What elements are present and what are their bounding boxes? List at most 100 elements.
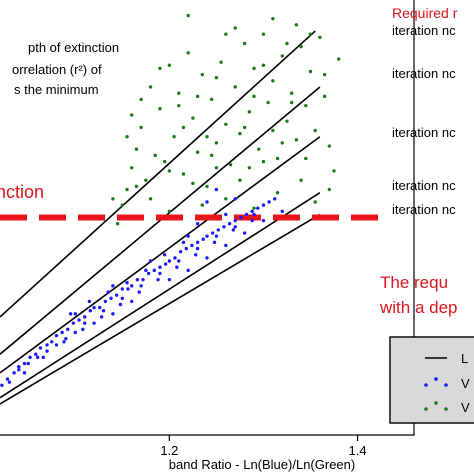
blue-point-102 bbox=[111, 312, 115, 316]
green-point-14 bbox=[181, 172, 186, 176]
regression-line-3 bbox=[0, 191, 321, 399]
green-point-84 bbox=[280, 141, 284, 145]
green-point-67 bbox=[210, 153, 214, 158]
blue-point-19 bbox=[103, 299, 108, 304]
blue-point-74 bbox=[194, 253, 198, 257]
blue-point-61 bbox=[195, 246, 200, 251]
blue-point-12 bbox=[66, 327, 70, 332]
green-point-43 bbox=[318, 35, 322, 39]
green-point-66 bbox=[247, 166, 252, 170]
blue-point-80 bbox=[148, 259, 153, 263]
green-point-61 bbox=[299, 178, 303, 182]
green-point-44 bbox=[322, 94, 327, 99]
blue-point-47 bbox=[256, 206, 260, 210]
blue-point-100 bbox=[280, 209, 284, 213]
green-point-12 bbox=[172, 135, 176, 139]
blue-point-42 bbox=[227, 222, 232, 226]
blue-point-93 bbox=[68, 312, 73, 316]
legend-blue-label: V bbox=[461, 376, 470, 391]
blue-point-2 bbox=[12, 371, 16, 375]
green-point-36 bbox=[285, 119, 289, 123]
blue-point-23 bbox=[126, 287, 130, 291]
blue-point-16 bbox=[88, 309, 93, 313]
blue-point-3 bbox=[17, 364, 21, 369]
green-point-13 bbox=[177, 91, 181, 95]
regression-line-1 bbox=[0, 86, 321, 355]
x-tick-label-1: 1.4 bbox=[349, 443, 367, 458]
green-point-77 bbox=[322, 72, 327, 77]
blue-point-25 bbox=[135, 277, 140, 282]
blue-point-53 bbox=[45, 349, 49, 353]
explain-line-2: orrelation (r²) of bbox=[12, 62, 102, 77]
blue-point-83 bbox=[205, 200, 209, 204]
green-point-57 bbox=[200, 203, 204, 207]
blue-point-82 bbox=[224, 212, 228, 217]
green-point-54 bbox=[139, 97, 143, 102]
blue-point-27 bbox=[146, 271, 151, 276]
blue-point-84 bbox=[214, 187, 219, 192]
blue-point-21 bbox=[114, 293, 119, 297]
blue-point-105 bbox=[54, 343, 59, 347]
green-point-18 bbox=[200, 72, 204, 77]
blue-point-104 bbox=[73, 330, 77, 335]
blue-point-14 bbox=[77, 318, 81, 322]
blue-point-7 bbox=[38, 346, 43, 350]
green-point-72 bbox=[214, 75, 219, 80]
blue-point-50 bbox=[273, 197, 277, 201]
threshold-label: nction bbox=[0, 182, 44, 202]
iteration-label-4: iteration nc bbox=[392, 202, 456, 217]
blue-point-32 bbox=[173, 256, 177, 260]
blue-point-24 bbox=[130, 284, 134, 288]
iteration-label-2: iteration nc bbox=[392, 125, 456, 140]
green-point-71 bbox=[195, 94, 200, 99]
green-point-74 bbox=[261, 63, 266, 67]
green-point-79 bbox=[242, 125, 247, 130]
green-point-7 bbox=[148, 197, 153, 201]
green-point-33 bbox=[271, 79, 275, 83]
green-point-6 bbox=[144, 178, 148, 182]
blue-point-48 bbox=[261, 203, 266, 207]
blue-point-55 bbox=[82, 321, 87, 325]
green-point-68 bbox=[181, 125, 186, 130]
green-point-50 bbox=[224, 32, 228, 36]
green-point-78 bbox=[289, 100, 294, 105]
blue-point-38 bbox=[205, 234, 209, 238]
blue-point-45 bbox=[244, 212, 249, 217]
blue-point-89 bbox=[144, 268, 148, 273]
iteration-label-3: iteration nc bbox=[392, 178, 456, 193]
blue-point-0 bbox=[0, 383, 4, 387]
blue-point-10 bbox=[54, 333, 59, 338]
regression-line-4 bbox=[0, 213, 321, 405]
x-axis: 1.2 1.4 bbox=[160, 435, 367, 458]
green-point-11 bbox=[167, 209, 172, 213]
blue-point-39 bbox=[210, 231, 215, 235]
explain-line-1: pth of extinction bbox=[28, 40, 119, 55]
blue-point-57 bbox=[120, 296, 125, 300]
green-point-56 bbox=[167, 169, 172, 173]
blue-point-4 bbox=[22, 361, 27, 366]
green-point-38 bbox=[294, 138, 299, 142]
blue-point-58 bbox=[139, 284, 143, 288]
blue-point-49 bbox=[267, 200, 271, 204]
blue-point-73 bbox=[175, 265, 179, 269]
explain-line-3: s the minimum bbox=[14, 82, 99, 97]
green-point-37 bbox=[289, 91, 294, 95]
iteration-label-0: iteration nc bbox=[392, 23, 456, 38]
blue-point-66 bbox=[41, 355, 45, 360]
green-point-4 bbox=[134, 147, 139, 151]
regression-line-2 bbox=[0, 136, 321, 374]
blue-point-65 bbox=[22, 371, 27, 375]
green-point-27 bbox=[242, 41, 247, 46]
blue-point-79 bbox=[111, 284, 115, 288]
blue-point-64 bbox=[252, 212, 256, 217]
green-point-46 bbox=[332, 169, 336, 173]
blue-point-75 bbox=[212, 240, 217, 245]
green-point-47 bbox=[337, 57, 341, 61]
green-point-20 bbox=[210, 97, 214, 102]
green-point-15 bbox=[186, 51, 190, 55]
green-point-16 bbox=[191, 116, 195, 120]
green-point-10 bbox=[162, 159, 167, 164]
blue-point-1 bbox=[5, 377, 10, 381]
regression-line-0 bbox=[0, 30, 316, 318]
blue-point-91 bbox=[106, 290, 110, 294]
